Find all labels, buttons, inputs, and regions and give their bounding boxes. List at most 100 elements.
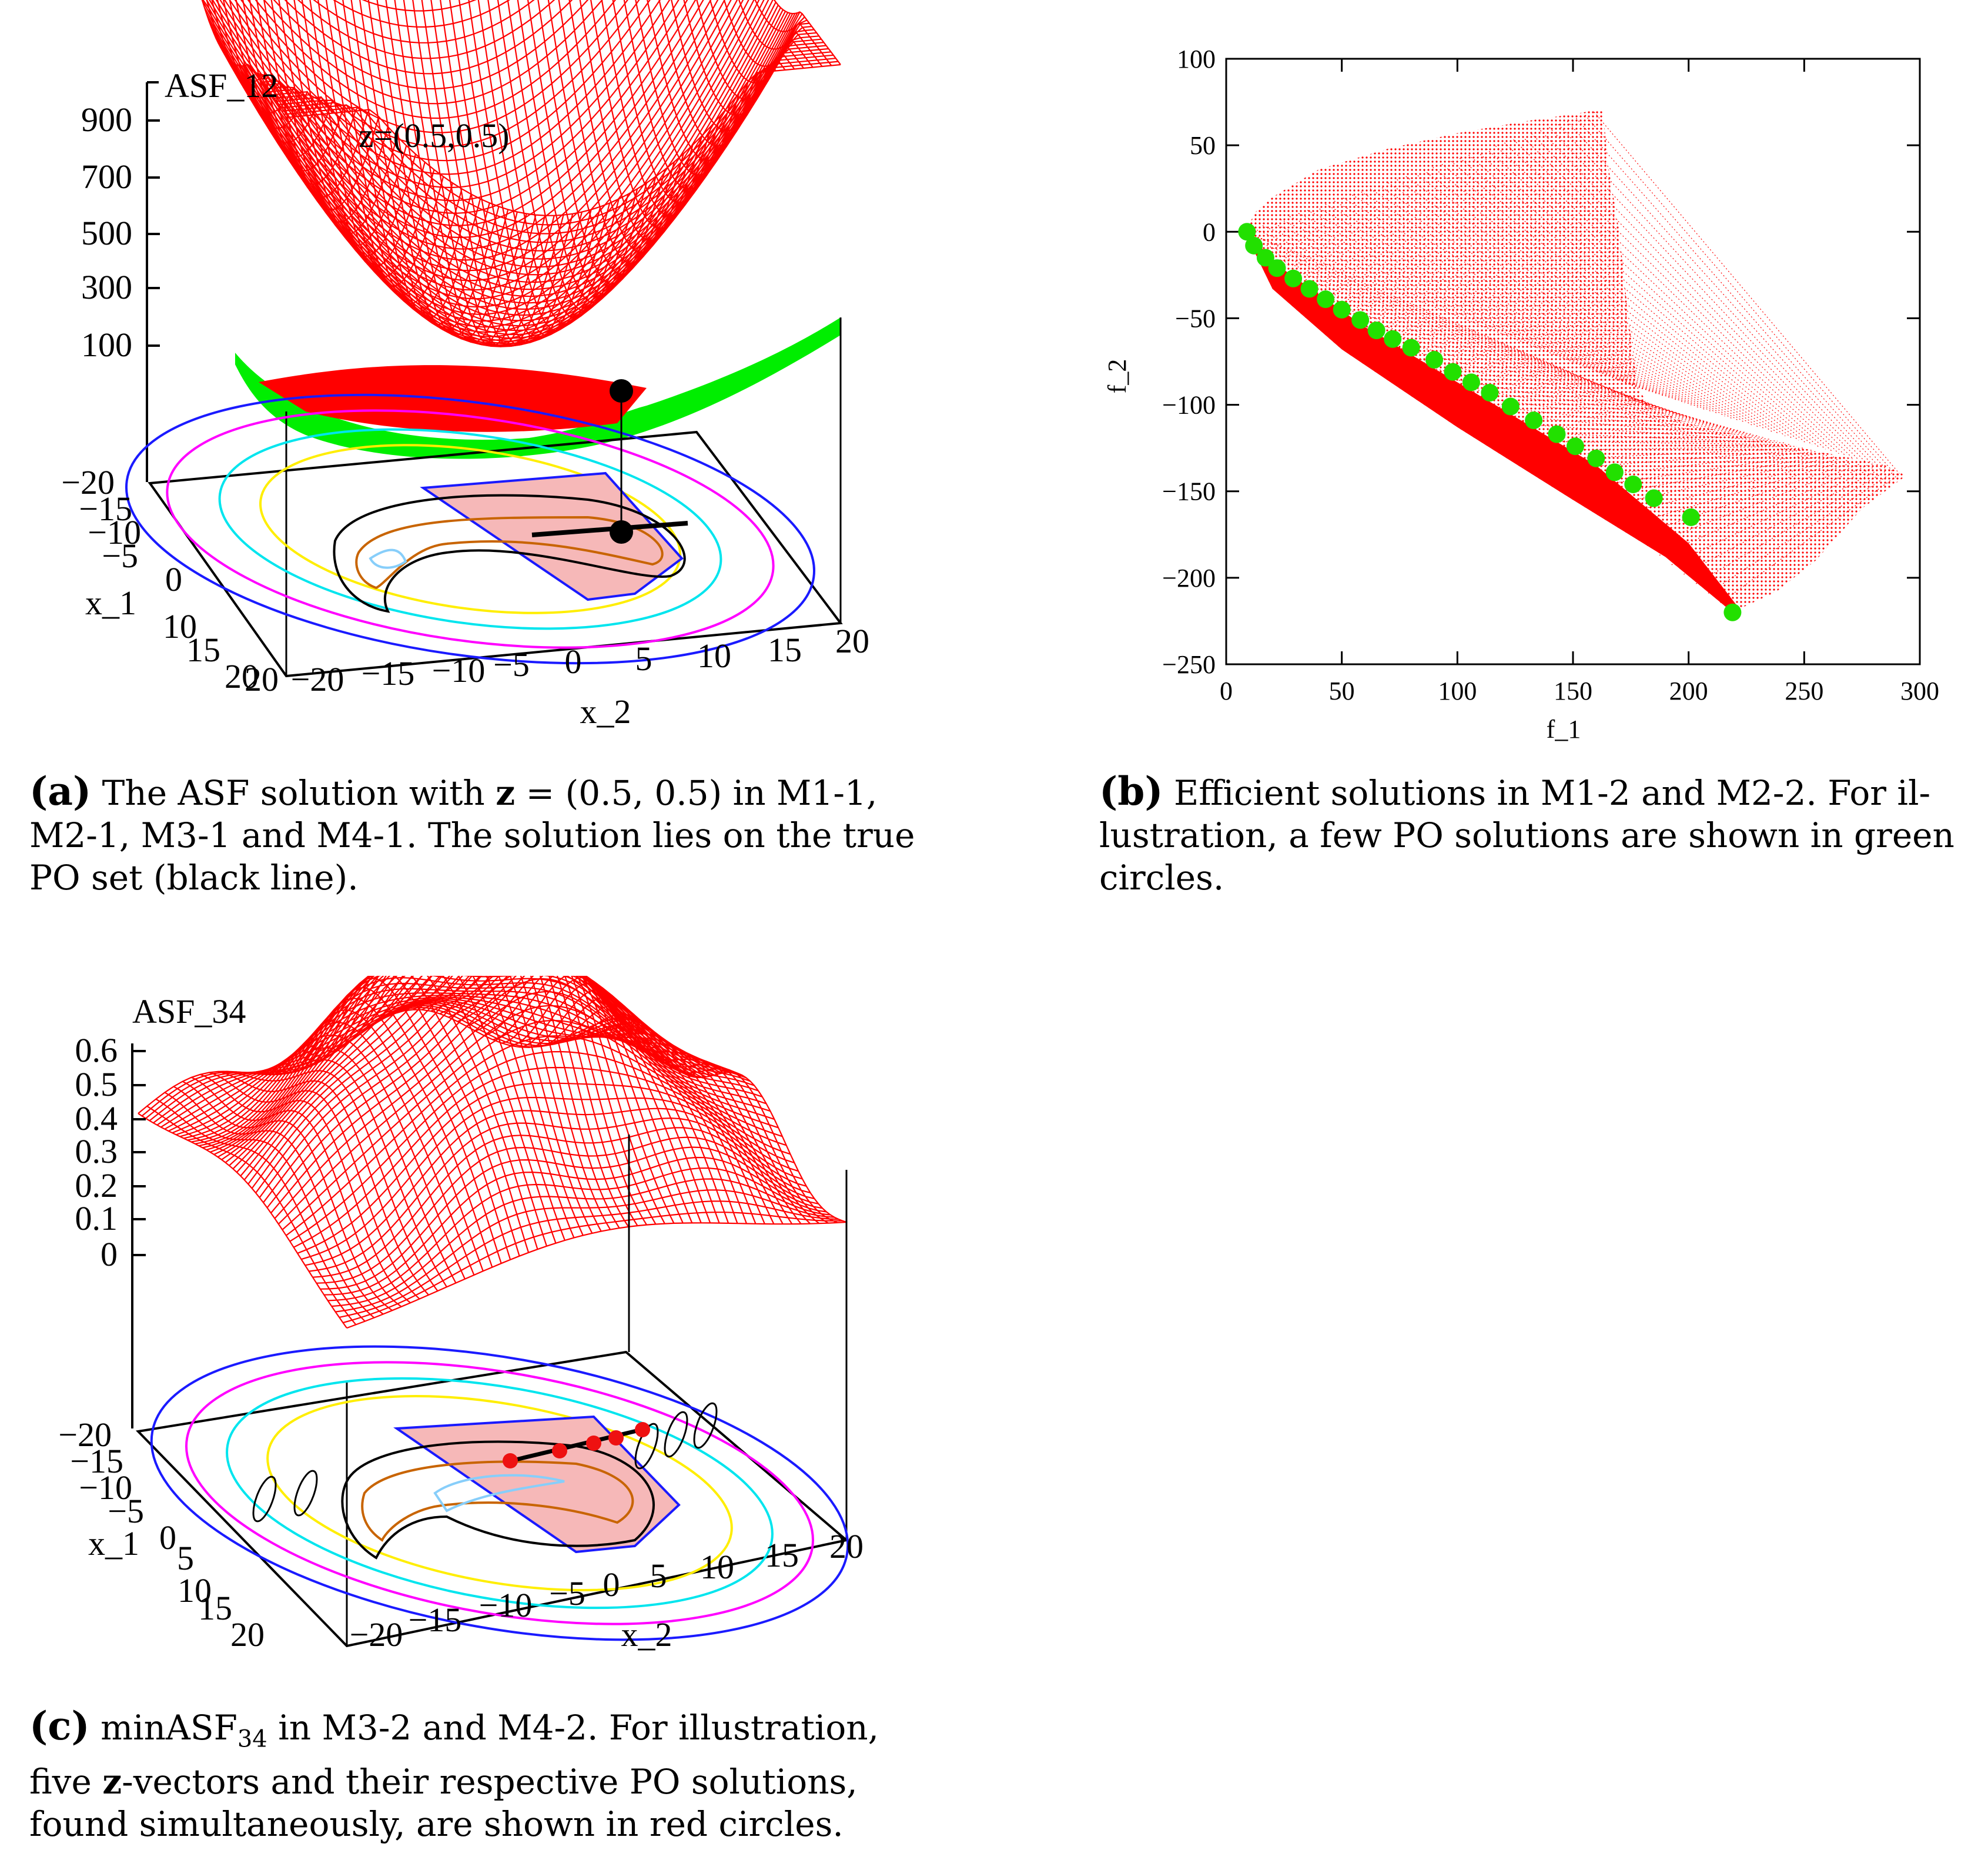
a-mesh-line [277, 51, 831, 252]
c-x2-tick-label: −20 [350, 1615, 403, 1654]
caption-c-label: (c) [29, 1703, 90, 1749]
c-x1-tick-label: −20 [58, 1416, 112, 1454]
c-mesh-line [191, 1076, 402, 1307]
c-mesh-line [343, 1212, 843, 1324]
b-po-point [1300, 280, 1318, 298]
b-fan-stroke [1334, 200, 1705, 410]
b-axis-ticks: 0 50 100 150 200 250 300 100 50 0 −50 −100 −150 −200 −… [1162, 45, 1939, 705]
b-fan-stroke [1594, 112, 1900, 474]
a-ylabel: x_2 [580, 692, 631, 731]
b-x-tick-label: 100 [1438, 677, 1477, 705]
c-mesh-line [309, 1117, 807, 1272]
c-po-solution-marker [635, 1422, 650, 1437]
c-contour-ring [150, 1345, 849, 1641]
b-po-point [1462, 373, 1480, 392]
c-mesh-line [200, 1073, 411, 1304]
c-po-solution-marker [586, 1436, 601, 1451]
b-fan-stroke-lower [1501, 431, 1785, 443]
c-po-solution-marker [552, 1443, 567, 1458]
b-fan-stroke [1495, 145, 1826, 450]
c-mesh-line [245, 1047, 457, 1284]
c-contour-blob [693, 1402, 718, 1449]
c-x2-tick-label: 5 [650, 1557, 667, 1595]
a-asf-solution-marker [610, 379, 633, 403]
b-po-point [1525, 411, 1543, 430]
b-fan-stroke-lower [1622, 460, 1849, 527]
a-x2-tick-label: −10 [432, 651, 486, 690]
b-po-point [1605, 463, 1624, 481]
c-po-set-line [508, 1426, 647, 1464]
c-mesh-line [304, 1108, 803, 1266]
b-fan-stroke [1433, 167, 1779, 434]
a-mesh-line [754, 0, 832, 66]
c-mesh-line [346, 1221, 847, 1329]
b-fan-stroke [1486, 148, 1819, 447]
b-po-point [1481, 383, 1499, 401]
c-x2-tick-label: 20 [829, 1527, 864, 1565]
b-fan-stroke-lower [1269, 250, 1662, 410]
c-mesh-line [324, 976, 538, 1250]
a-z-tick-label: 900 [81, 101, 132, 139]
b-fan-stroke [1298, 213, 1678, 401]
c-contour-ring [185, 1361, 814, 1625]
a-mesh-line [696, 0, 795, 100]
a-mesh-line [683, 0, 786, 116]
b-po-point [1566, 437, 1584, 456]
b-fan-stroke-lower [1488, 421, 1778, 441]
c-contour-blob [293, 1470, 318, 1517]
c-mesh-line [209, 1072, 420, 1300]
a-x2-tick-label: −5 [493, 645, 530, 684]
a-xlabel: x_1 [85, 584, 136, 622]
b-fan-stroke [1504, 142, 1833, 452]
a-feasible-region [420, 471, 684, 601]
c-x1-tick-label: 5 [177, 1539, 194, 1577]
c-contour-plot [150, 1345, 849, 1641]
a-mesh-line [283, 61, 839, 226]
c-x1-tick-label: 15 [198, 1589, 232, 1627]
c-mesh-line [608, 1019, 829, 1224]
efficient-solutions-scatter: 0 50 100 150 200 250 300 100 50 0 −50 −100 −150 −200 −… [1103, 45, 1939, 744]
c-mesh-line [206, 976, 699, 1151]
b-po-point [1245, 236, 1263, 255]
caption-c-line1: minASF [101, 1708, 237, 1748]
c-contour-blob [634, 1423, 659, 1470]
c-mesh-line [226, 1070, 439, 1291]
a-x1-tick-label: 20 [225, 657, 259, 695]
c-mesh-line [183, 982, 675, 1139]
c-mesh-line [625, 1016, 847, 1223]
a-z-tick-label: 500 [81, 214, 132, 252]
b-fan-stroke-lower [1708, 471, 1893, 594]
caption-a-eq: = (0.5, 0.5) in M1-1, [515, 773, 878, 813]
b-x-tick-label: 200 [1669, 677, 1708, 705]
b-po-point [1238, 223, 1256, 241]
b-fan-stroke-lower [1561, 451, 1816, 480]
a-z-tick-label: 100 [81, 326, 132, 364]
c-mesh-line [164, 998, 654, 1130]
c-mesh-line [266, 976, 763, 1209]
c-mesh-line [160, 999, 650, 1128]
b-fan-stroke [1352, 195, 1719, 414]
b-fan-stroke-lower [1610, 458, 1842, 518]
a-x2-tick-label: 10 [697, 637, 731, 675]
b-fan-stroke [1370, 188, 1732, 419]
c-po-solution-marker [608, 1430, 624, 1446]
caption-c-line1-post: in M3-2 and M4-2. For illustration, [267, 1708, 879, 1748]
c-x2-tick-label: −15 [409, 1601, 462, 1639]
a-base-plane [148, 430, 843, 678]
c-mesh-line [528, 989, 748, 1224]
b-y-tick-label: −50 [1175, 304, 1216, 333]
b-fan-stroke [1450, 160, 1792, 439]
b-fan-stroke [1540, 130, 1859, 461]
c-mesh-line [430, 976, 647, 1226]
a-mesh-line [773, 0, 841, 65]
c-z-tick-label: 0.4 [75, 1099, 118, 1137]
a-mesh-line [647, 0, 758, 162]
b-fan-stroke-lower [1427, 374, 1746, 433]
b-fan-stroke [1585, 115, 1893, 472]
a-mesh-line [723, 0, 814, 68]
b-x-tick-label: 50 [1329, 677, 1355, 705]
c-z-ticks: 0.60.50.40.30.20.10 [75, 1031, 146, 1273]
b-fan-stroke-lower [1574, 453, 1823, 489]
b-y-tick-label: −200 [1162, 564, 1216, 593]
a-mesh-line [267, 38, 822, 283]
